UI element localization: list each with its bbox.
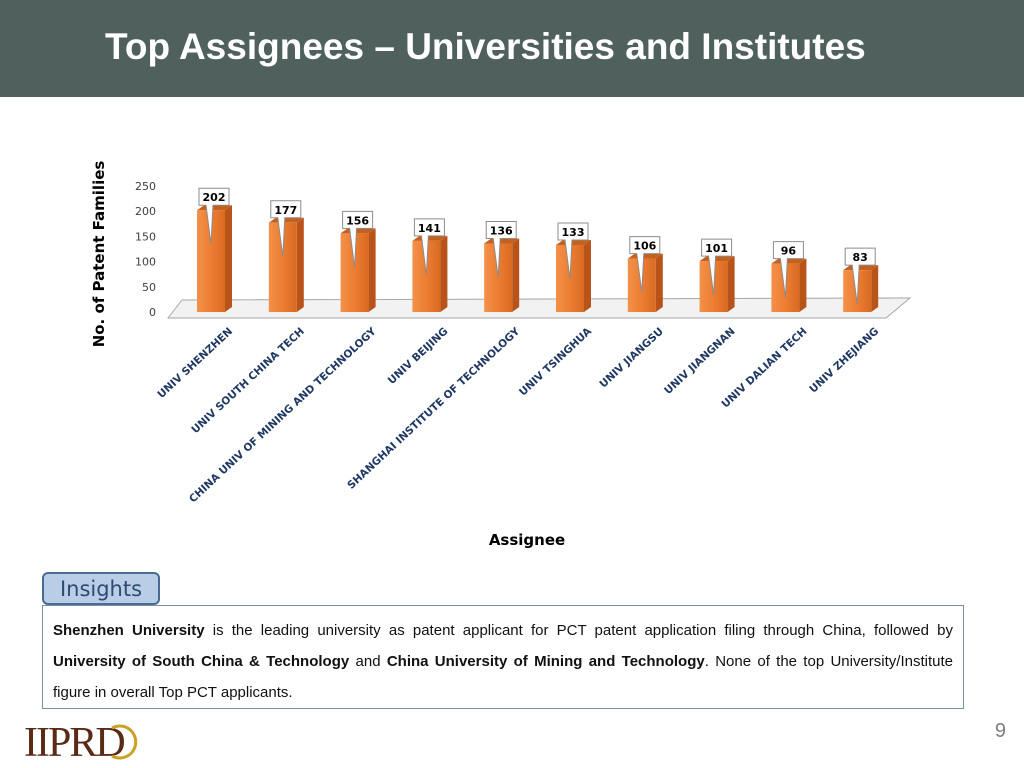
- data-label-callout: [701, 238, 733, 296]
- data-label-callout: [270, 200, 302, 257]
- insights-text-4: and: [349, 653, 387, 670]
- x-tick-label: UNIV ZHEJIANG: [807, 325, 881, 395]
- y-axis: 0 50 100 150 200 250: [135, 180, 156, 319]
- data-label-callout: [342, 210, 374, 268]
- data-label-callout: [485, 220, 517, 278]
- bar: [699, 256, 735, 312]
- bar: [484, 238, 520, 312]
- y-tick-label: 0: [149, 306, 156, 319]
- bar: [771, 258, 807, 312]
- data-label-text: 141: [418, 222, 441, 235]
- data-label-text: 177: [274, 204, 297, 217]
- x-tick-label: UNIV BEIJING: [386, 325, 451, 387]
- bar: [268, 217, 304, 312]
- bar-side: [225, 205, 232, 312]
- y-tick-label: 200: [135, 205, 156, 218]
- x-tick-label: UNIV SHENZHEN: [155, 325, 235, 400]
- data-label-callout: [629, 236, 661, 293]
- data-label-text: 202: [203, 191, 226, 204]
- data-label: 136: [485, 220, 517, 278]
- data-label: 156: [342, 210, 374, 268]
- data-label: 96: [772, 241, 804, 298]
- bar-side: [727, 256, 735, 312]
- insights-bold-1: Shenzhen University: [53, 622, 205, 639]
- data-label-text: 101: [705, 242, 728, 255]
- data-label: 133: [557, 222, 589, 280]
- bar-chart: 0 50 100 150 200 250 202 177 156 141 136 133 106 101…: [90, 161, 912, 549]
- data-label-text: 96: [781, 245, 797, 258]
- insights-text-6: . None of the top University/Institute f…: [53, 653, 953, 701]
- x-tick-label: UNIV TSINGHUA: [517, 325, 595, 399]
- page-title: Top Assignees – Universities and Institu…: [105, 26, 866, 67]
- page-number: 9: [994, 720, 1006, 742]
- insights-tab: Insights: [42, 572, 160, 605]
- x-tick-label: UNIV SOUTH CHINA TECH: [189, 325, 306, 436]
- bar: [412, 235, 448, 312]
- bar: [556, 239, 591, 312]
- title-bar: Top Assignees – Universities and Institu…: [0, 0, 1024, 97]
- bar-side: [584, 239, 591, 312]
- data-label-callout: [557, 222, 589, 280]
- data-label-text: 133: [562, 226, 585, 239]
- y-tick-label: 250: [135, 180, 156, 193]
- data-label-text: 83: [853, 251, 868, 264]
- data-label: 101: [701, 238, 733, 296]
- data-label: 177: [270, 200, 302, 257]
- data-label-callout: [413, 218, 445, 275]
- data-label-text: 106: [633, 240, 656, 253]
- bar: [340, 228, 376, 312]
- bars: 202 177 156 141 136 133 106 101 96 83: [197, 187, 879, 312]
- bar-side: [440, 235, 448, 312]
- data-label: 83: [844, 247, 876, 305]
- bar-side: [655, 253, 663, 312]
- data-label: 141: [413, 218, 445, 275]
- x-tick-label: UNIV JIANGSU: [597, 325, 665, 390]
- data-label-callout: [844, 247, 876, 305]
- iiprd-logo: IIPRD: [24, 720, 138, 762]
- bar-side: [871, 265, 879, 312]
- data-label: 202: [198, 187, 230, 245]
- data-label: 106: [629, 236, 661, 293]
- bar-side: [799, 258, 807, 312]
- data-label-callout: [198, 187, 230, 245]
- y-tick-label: 100: [135, 256, 156, 269]
- insights-text-2: is the leading university as patent appl…: [204, 622, 953, 639]
- x-tick-label: SHANGHAI INSTITUTE OF TECHNOLOGY: [345, 325, 522, 492]
- bar: [843, 265, 879, 312]
- insights-bold-3: University of South China & Technology: [53, 653, 350, 670]
- y-tick-label: 150: [135, 230, 156, 243]
- data-label-text: 156: [346, 214, 369, 227]
- bar: [627, 253, 663, 312]
- bar: [197, 205, 232, 312]
- insights-text: Shenzhen University is the leading unive…: [42, 605, 964, 709]
- insights-bold-5: China University of Mining and Technolog…: [386, 653, 705, 670]
- bar-side: [368, 228, 376, 312]
- y-tick-label: 50: [142, 281, 156, 294]
- x-tick-label: UNIV JIANGNAN: [662, 325, 738, 397]
- bar-side: [296, 217, 304, 312]
- y-axis-label: No. of Patent Families: [90, 161, 108, 348]
- data-label-callout: [772, 241, 804, 298]
- data-label-text: 136: [490, 224, 513, 237]
- logo-text: IIPRD: [24, 720, 124, 762]
- bar-side: [512, 238, 520, 312]
- x-axis-label: Assignee: [489, 531, 565, 549]
